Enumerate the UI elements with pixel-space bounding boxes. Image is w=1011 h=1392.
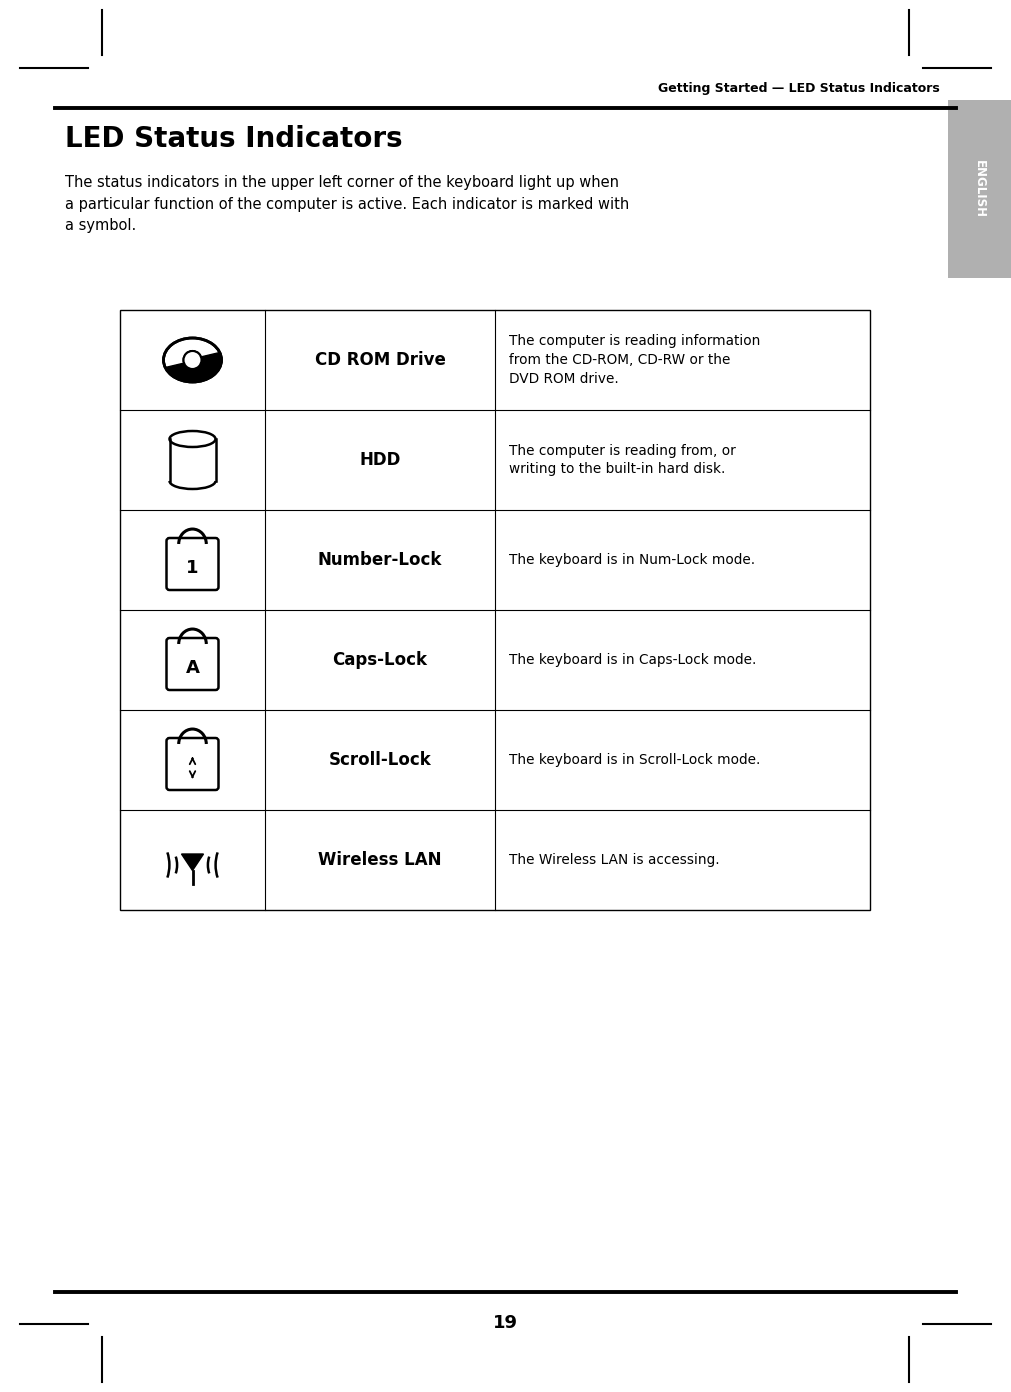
Text: Wireless LAN: Wireless LAN: [318, 851, 442, 869]
FancyBboxPatch shape: [167, 537, 218, 590]
Text: Caps-Lock: Caps-Lock: [333, 651, 428, 670]
FancyBboxPatch shape: [167, 738, 218, 791]
Text: Scroll-Lock: Scroll-Lock: [329, 752, 432, 768]
Text: The computer is reading information
from the CD-ROM, CD-RW or the
DVD ROM drive.: The computer is reading information from…: [509, 334, 760, 386]
Polygon shape: [165, 352, 221, 381]
Bar: [170, 432, 215, 482]
Text: Getting Started — LED Status Indicators: Getting Started — LED Status Indicators: [658, 82, 940, 95]
Text: The status indicators in the upper left corner of the keyboard light up when
a p: The status indicators in the upper left …: [65, 175, 629, 234]
Text: CD ROM Drive: CD ROM Drive: [314, 351, 446, 369]
Polygon shape: [182, 855, 203, 870]
FancyBboxPatch shape: [167, 638, 218, 690]
Text: ENGLISH: ENGLISH: [973, 160, 986, 219]
Ellipse shape: [170, 432, 215, 447]
Text: The computer is reading from, or
writing to the built-in hard disk.: The computer is reading from, or writing…: [509, 444, 736, 476]
Circle shape: [184, 351, 201, 369]
Text: 19: 19: [492, 1314, 518, 1332]
Text: The Wireless LAN is accessing.: The Wireless LAN is accessing.: [509, 853, 720, 867]
Text: The keyboard is in Caps-Lock mode.: The keyboard is in Caps-Lock mode.: [509, 653, 756, 667]
Bar: [120, 310, 870, 910]
Text: A: A: [186, 658, 199, 677]
Text: The keyboard is in Num-Lock mode.: The keyboard is in Num-Lock mode.: [509, 553, 755, 567]
Text: LED Status Indicators: LED Status Indicators: [65, 125, 402, 153]
Ellipse shape: [164, 338, 221, 381]
Bar: [948, 100, 1011, 278]
Text: The keyboard is in Scroll-Lock mode.: The keyboard is in Scroll-Lock mode.: [509, 753, 760, 767]
Text: 1: 1: [186, 558, 199, 576]
Circle shape: [184, 351, 201, 369]
Text: Number-Lock: Number-Lock: [317, 551, 442, 569]
Text: HDD: HDD: [359, 451, 400, 469]
